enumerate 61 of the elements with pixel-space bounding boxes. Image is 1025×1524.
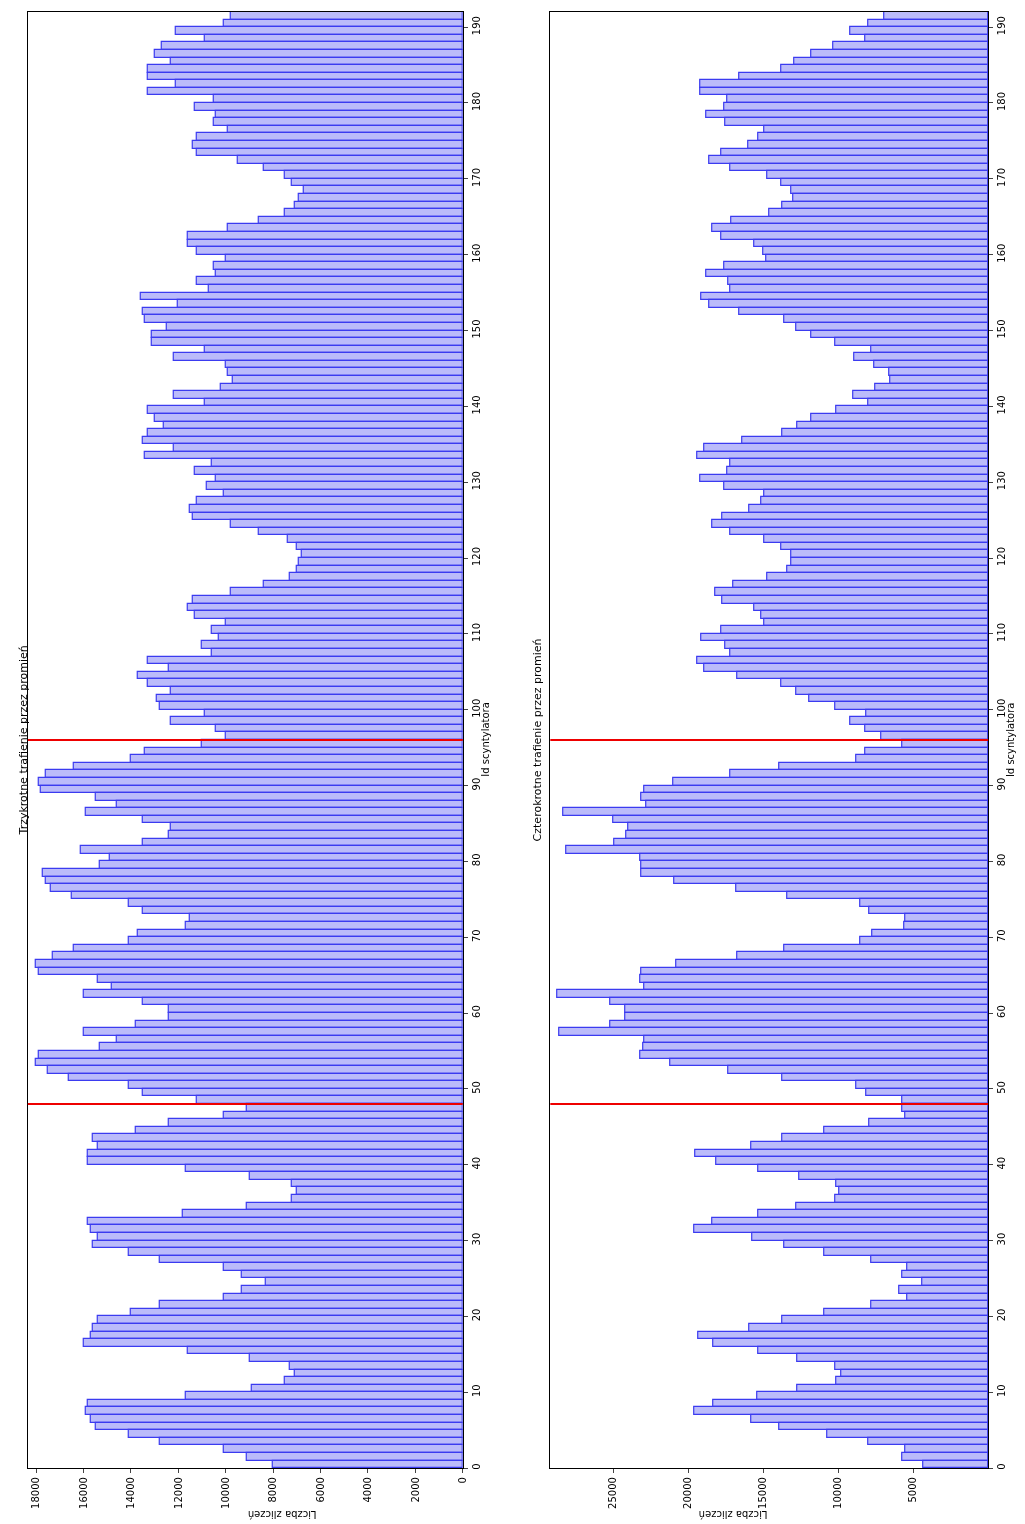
x-tick-label: 14000 [125,1477,137,1509]
x-tick-label: 12000 [172,1477,184,1509]
y-tick-label: 40 [470,1156,482,1170]
y-tick-label: 100 [470,698,482,718]
y-tick-label: 70 [996,929,1008,943]
y-tick-label: 150 [470,319,482,339]
y-tick-label: 180 [996,91,1008,112]
y-tick-label: 80 [996,853,1008,867]
y-tick-label: 140 [996,395,1008,415]
y-tick-label: 50 [996,1081,1008,1094]
y-tick-label: 190 [996,16,1008,36]
y-tick-label: 110 [996,622,1008,642]
y-tick-label: 50 [470,1081,482,1094]
x-tick-label: 2000 [409,1477,421,1503]
y-tick-label: 20 [470,1308,482,1322]
y-tick-label: 80 [470,853,482,867]
y-tick-label: 70 [470,929,482,943]
y-axis-title: Id scyntylatora [1005,702,1017,778]
y-tick-label: 90 [996,777,1008,791]
x-tick-label: 15000 [757,1477,769,1509]
y-tick-label: 30 [996,1232,1008,1246]
x-tick-label: 10000 [219,1477,231,1509]
x-tick-label: 0 [456,1477,468,1484]
y-tick-label: 10 [470,1384,482,1398]
text: Czterokrotne trafienie przez promień [531,638,545,842]
y-tick-label: 190 [470,16,482,36]
x-tick-label: 5000 [907,1477,919,1503]
y-tick-label: 150 [996,319,1008,339]
y-tick-label: 160 [470,243,482,263]
text: Trzykrotne trafienie przez promień [17,645,31,836]
y-tick-label: 110 [470,622,482,642]
x-tick-label: 16000 [77,1477,89,1509]
y-tick-label: 180 [470,91,482,112]
y-tick-label: 60 [470,1005,482,1018]
y-tick-label: 120 [470,546,482,567]
x-axis-title: Liczba zliczeń [698,1509,768,1520]
y-tick-label: 120 [996,546,1008,567]
y-tick-label: 0 [996,1463,1008,1470]
y-tick-label: 100 [996,698,1008,718]
x-tick-label: 18000 [30,1477,42,1509]
y-tick-label: 40 [996,1156,1008,1170]
y-tick-label: 60 [996,1005,1008,1018]
y-tick-label: 0 [470,1463,482,1470]
y-tick-label: 130 [996,471,1008,491]
x-axis-title: Liczba zliczeń [247,1509,317,1520]
y-tick-label: 130 [470,471,482,491]
y-tick-label: 10 [996,1384,1008,1398]
y-axis-title: Id scyntylatora [479,702,491,777]
x-tick-label: 10000 [832,1477,844,1509]
y-tick-label: 170 [470,167,482,187]
x-tick-label: 8000 [267,1477,279,1503]
y-tick-label: 170 [996,167,1008,187]
y-tick-label: 20 [996,1308,1008,1322]
y-tick-label: 90 [470,777,482,791]
x-tick-label: 4000 [362,1477,374,1503]
x-tick-label: 6000 [314,1477,326,1503]
y-tick-label: 140 [470,395,482,415]
y-tick-label: 30 [470,1232,482,1246]
y-tick-label: 160 [996,243,1008,263]
x-tick-label: 25000 [607,1477,619,1509]
x-tick-label: 20000 [682,1477,694,1509]
